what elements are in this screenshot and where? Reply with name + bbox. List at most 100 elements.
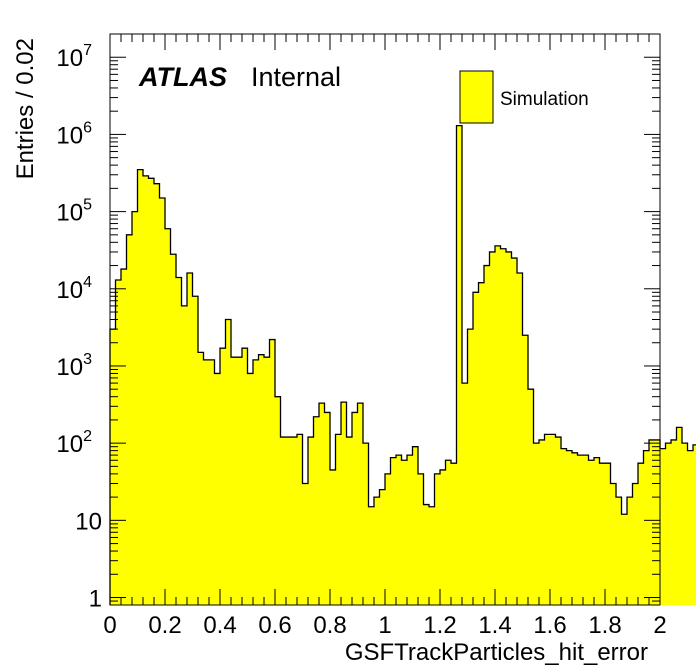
histogram-bin [528, 389, 535, 605]
histogram-bin [346, 437, 353, 605]
histogram-bin [253, 359, 260, 605]
histogram-bin [231, 357, 238, 605]
histogram-bin [506, 251, 513, 605]
y-tick-labels: 1 10 102 103 104 105 106 107 [56, 42, 102, 612]
histogram-bin [572, 452, 579, 605]
y-tick-label: 102 [56, 428, 92, 458]
histogram-bin [456, 125, 463, 605]
histogram-bin [451, 463, 458, 605]
histogram-bin [242, 348, 249, 605]
histogram-bin [143, 175, 150, 605]
histogram-bin [308, 437, 315, 605]
histogram-bin [269, 339, 276, 605]
histogram-bin [313, 416, 320, 605]
histogram-bin [605, 463, 612, 605]
histogram-bin [577, 455, 584, 605]
histogram-bin [121, 269, 128, 605]
histogram-bin [264, 357, 271, 605]
x-tick-label: 0.4 [203, 612, 236, 639]
histogram-bin [599, 463, 606, 605]
y-tick-label: 106 [56, 119, 92, 149]
histogram-bin [445, 460, 452, 605]
histogram-bin [423, 504, 430, 605]
histogram-outline [109, 124, 696, 605]
histogram-bin [368, 506, 375, 605]
histogram-bin [170, 254, 177, 605]
histogram-bin [374, 497, 381, 605]
histogram-bin [610, 483, 617, 605]
y-tick-label: 107 [56, 42, 92, 72]
histogram-bin [379, 489, 386, 605]
histogram-bin [203, 359, 210, 605]
histogram-bin [176, 277, 183, 605]
histogram-bin [654, 439, 661, 605]
histogram-bin [429, 506, 436, 605]
histogram-bin [352, 412, 359, 605]
histogram-bin [693, 444, 696, 605]
histogram-bin [484, 265, 491, 605]
histogram-bin [192, 296, 199, 605]
histogram-bin [687, 450, 694, 605]
status-label: Internal [251, 62, 341, 92]
histogram-bin [495, 245, 502, 605]
histogram-bin [165, 228, 172, 606]
histogram-bin [330, 469, 337, 605]
histogram-bin [544, 434, 551, 605]
x-tick-label: 1.4 [478, 612, 511, 639]
histogram-bin [291, 437, 298, 605]
histogram-bin [550, 434, 557, 605]
atlas-label: ATLAS [138, 62, 227, 92]
histogram-bin [665, 443, 672, 605]
histogram-bin [297, 434, 304, 605]
x-tick-label: 1 [378, 612, 391, 639]
histogram-bin [676, 427, 683, 605]
y-tick-label: 103 [56, 351, 92, 381]
histogram-bin [396, 455, 403, 605]
histogram-bin [621, 514, 628, 605]
y-tick-label: 10 [75, 508, 102, 535]
histogram-bin [214, 373, 221, 605]
histogram-bin [275, 396, 282, 605]
histogram-bin [335, 434, 342, 605]
x-tick-label: 1.8 [588, 612, 621, 639]
histogram-bin [627, 497, 634, 605]
histogram-bin [198, 352, 205, 605]
histogram-bin [181, 305, 188, 605]
histogram-bin [225, 319, 232, 605]
x-tick-label: 0.2 [148, 612, 181, 639]
x-tick-label: 0.8 [313, 612, 346, 639]
histogram-bin [434, 473, 441, 605]
histogram-bin [319, 403, 326, 605]
histogram-bin [302, 483, 309, 605]
histogram-bin [566, 450, 573, 605]
histogram-bin [390, 457, 397, 605]
histogram-bin [412, 446, 419, 605]
histogram-bin [616, 497, 623, 605]
histogram-bin [682, 443, 689, 605]
histogram-bin [154, 183, 161, 605]
histogram-bin [286, 437, 293, 605]
histogram-bin [159, 198, 166, 605]
histogram-bin [357, 403, 364, 605]
histogram-bin [440, 469, 447, 605]
histogram-bin [407, 455, 414, 605]
histogram-bin [594, 457, 601, 605]
histogram-bin [148, 178, 155, 605]
x-tick-labels: 0 0.2 0.4 0.6 0.8 1 1.2 1.4 1.6 1.8 2 [103, 612, 666, 639]
histogram-bin [555, 437, 562, 605]
histogram-bin [583, 455, 590, 605]
histogram-bin [511, 258, 518, 605]
histogram-bars [109, 124, 696, 606]
x-axis-title: GSFTrackParticles_hit_error [345, 639, 648, 666]
x-tick-label: 1.2 [423, 612, 456, 639]
histogram-bin [649, 439, 656, 605]
histogram-bin [258, 354, 265, 605]
histogram-bin [643, 450, 650, 605]
y-tick-label: 104 [56, 274, 92, 304]
histogram-bin [418, 473, 425, 605]
histogram-bin [209, 359, 216, 605]
histogram-bin [341, 402, 348, 605]
axis-ticks [109, 33, 661, 606]
legend-swatch [459, 70, 494, 124]
histogram-bin [539, 439, 546, 605]
